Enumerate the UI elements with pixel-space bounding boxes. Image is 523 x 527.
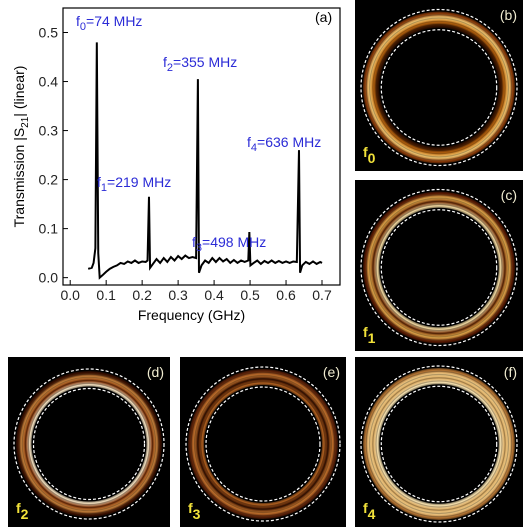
outer-dashed-circle: [13, 368, 165, 520]
text-part: f: [363, 144, 368, 160]
x-tick-label: 0.7: [312, 287, 332, 303]
mode-image: (c) f1: [355, 180, 523, 351]
text-part: f: [76, 13, 80, 29]
x-tick-label: 0.1: [96, 287, 116, 303]
ring-fringe: [375, 380, 503, 508]
text-part: f: [192, 234, 196, 250]
subscript: 2: [21, 506, 29, 522]
text-part: f: [363, 500, 368, 516]
x-tick-label: 0.0: [60, 287, 80, 303]
inner-dashed-circle: [380, 209, 498, 326]
text-part: =498 MHz: [202, 234, 266, 250]
y-axis-label: Transmission |S21| (linear): [11, 66, 31, 228]
inner-dashed-circle: [32, 387, 146, 501]
subscript: 3: [196, 242, 202, 254]
text-part: =219 MHz: [107, 174, 171, 190]
panel-label: (d): [147, 364, 164, 380]
ring-fringe: [372, 200, 506, 335]
text-part: =74 MHz: [86, 13, 142, 29]
ring-fringe: [368, 373, 510, 515]
mode-image: (e) f3: [180, 357, 346, 527]
panel-label: (f): [504, 364, 517, 380]
subscript: 21: [20, 116, 31, 128]
subscript: 2: [167, 62, 173, 74]
ring-fringe: [368, 197, 510, 338]
ring-fringe: [368, 17, 510, 158]
mode-image: (b) f0: [355, 0, 523, 171]
ring-fringe: [365, 14, 513, 161]
subscript: 0: [368, 150, 376, 166]
x-tick-label: 0.2: [132, 287, 152, 303]
text-part: f: [163, 54, 167, 70]
y-tick-label: 0.1: [39, 221, 59, 237]
plot-frame: [62, 7, 341, 286]
subscript: 4: [368, 506, 376, 522]
mode-label: f2: [16, 500, 29, 522]
ring-fringe: [375, 203, 503, 332]
x-tick-label: 0.4: [204, 287, 224, 303]
text-part: f: [16, 500, 21, 516]
mode-image: (f) f4: [355, 357, 523, 527]
ring-fringe: [200, 381, 326, 507]
mode-label: f1: [363, 324, 376, 346]
y-tick-label: 0.2: [39, 172, 59, 188]
panel-label: (e): [323, 364, 340, 380]
text-part: f: [363, 324, 368, 340]
ring-fringe: [190, 371, 336, 517]
x-tick-label: 0.3: [168, 287, 188, 303]
ring-fringe: [21, 376, 157, 512]
mode-image: (d) f2: [8, 357, 170, 527]
x-axis-label: Frequency (GHz): [138, 307, 245, 323]
outer-dashed-circle: [360, 365, 518, 523]
spectrum-line: [87, 42, 323, 280]
peak-annotation: f0=74 MHz: [76, 13, 142, 33]
mode-label: f3: [188, 500, 201, 522]
outer-dashed-circle: [360, 188, 518, 347]
inner-dashed-circle: [380, 29, 498, 146]
mode-label: f0: [363, 144, 376, 166]
text-part: f: [188, 500, 193, 516]
subscript: 1: [101, 182, 107, 194]
text-part: f: [247, 134, 251, 150]
x-tick-label: 0.5: [240, 287, 260, 303]
text-part: Transmission |S: [11, 128, 27, 228]
ring-fringe: [372, 377, 506, 511]
ring-fringe: [18, 373, 160, 515]
panel-label: (b): [500, 7, 517, 23]
peak-annotation: f2=355 MHz: [163, 54, 237, 74]
panel-label: (a): [315, 9, 332, 25]
subscript: 1: [368, 330, 376, 346]
y-tick-label: 0.4: [39, 74, 59, 90]
image-background: [180, 357, 346, 527]
x-tick-label: 0.6: [276, 287, 296, 303]
inner-dashed-circle: [380, 385, 498, 503]
panel-label: (c): [501, 187, 517, 203]
text-part: =636 MHz: [257, 134, 321, 150]
outer-dashed-circle: [185, 366, 341, 522]
ring-fringe: [27, 382, 151, 506]
text-part: | (linear): [11, 66, 27, 117]
mode-label: f4: [363, 500, 376, 522]
ring-fringe: [365, 194, 513, 341]
subscript: 4: [251, 142, 257, 154]
ring-fringe: [197, 378, 329, 510]
inner-dashed-circle: [205, 386, 321, 502]
y-tick-label: 0.5: [39, 25, 59, 41]
ring-fringe: [365, 370, 513, 518]
y-tick-label: 0.3: [39, 123, 59, 139]
text-part: f: [97, 174, 101, 190]
y-tick-label: 0.0: [39, 270, 59, 286]
text-part: =355 MHz: [173, 54, 237, 70]
peak-annotation: f1=219 MHz: [97, 174, 171, 194]
peak-annotation: f3=498 MHz: [192, 234, 266, 254]
subscript: 0: [80, 21, 86, 33]
peak-annotation: f4=636 MHz: [247, 134, 321, 154]
subscript: 3: [193, 506, 201, 522]
outer-dashed-circle: [360, 8, 518, 167]
ring-fringe: [375, 23, 503, 152]
ring-fringe: [193, 374, 333, 514]
ring-fringe: [24, 379, 154, 509]
ring-fringe: [372, 20, 506, 155]
